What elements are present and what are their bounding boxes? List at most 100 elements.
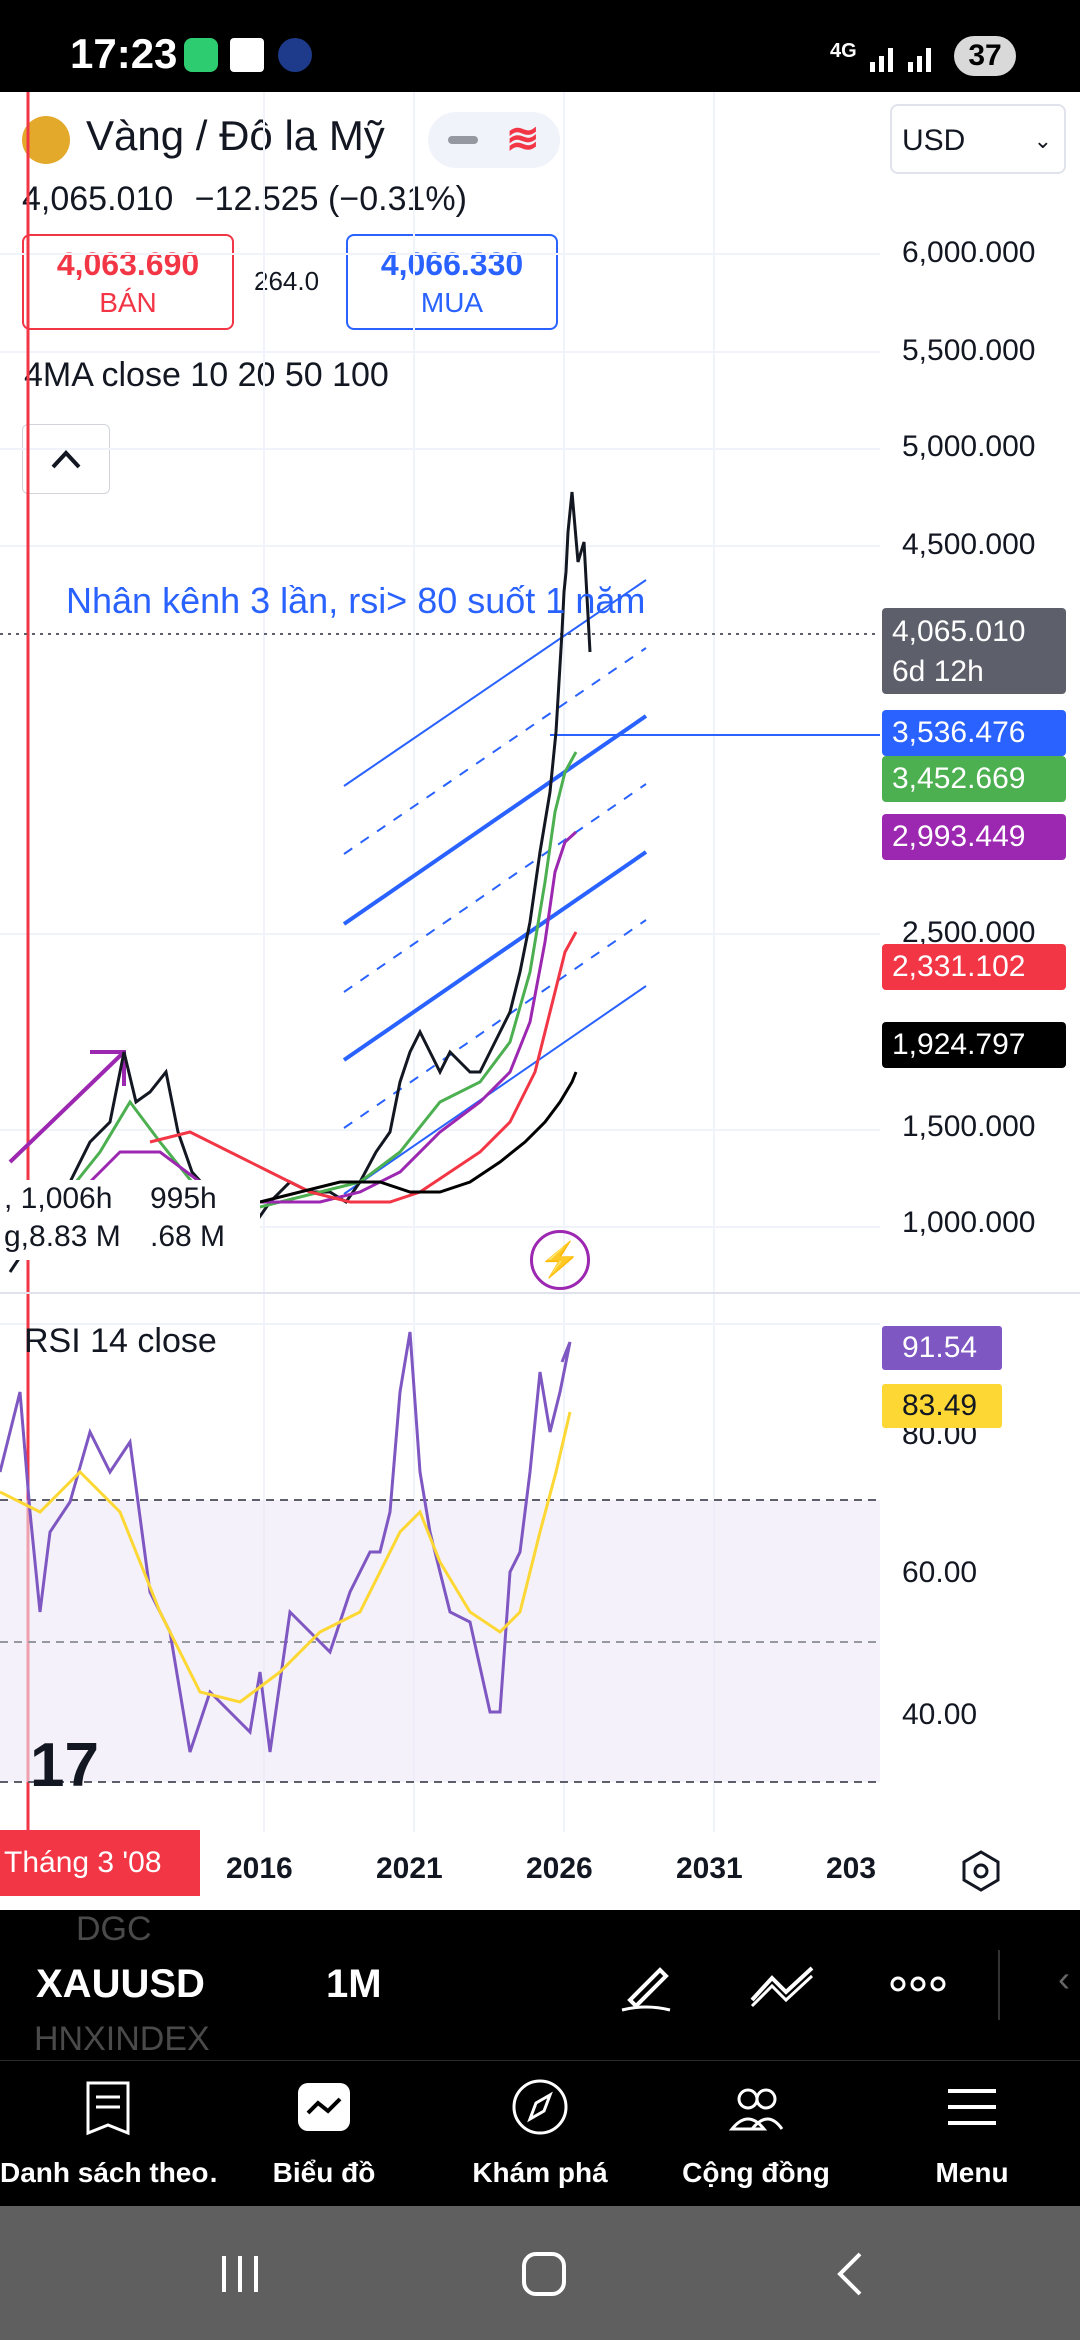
symbol-title[interactable]: Vàng / Đô la Mỹ [86,112,385,159]
calendar-icon [230,38,264,72]
nav-menu[interactable]: Menu [864,2061,1080,2207]
community-icon [728,2088,784,2131]
currency-select[interactable]: USD ⌄ [890,104,1066,174]
wave-icon[interactable]: ≋ [506,117,540,161]
currency-value: USD [902,124,966,157]
price-axis-label: 6,000.000 [902,236,1036,269]
buy-button[interactable]: 4,066.330 MUA [346,234,558,330]
gold-symbol-icon [22,116,70,164]
ray-price-badge: 3,536.476 [882,710,1066,756]
system-navigation-bar [0,2206,1080,2340]
price-axis-label: 1,500.000 [902,1110,1036,1143]
sell-price: 4,063.690 [56,246,200,282]
status-bar: 17:23 4G 37 [0,0,1080,92]
price-axis-label: 1,000.000 [902,1206,1036,1239]
price-change: −12.525 [194,180,319,218]
ma100-line [259,1071,578,1204]
ma20-line [78,830,578,1204]
chart-mode-toggle[interactable]: ≋ [428,112,560,168]
price-line: 4,065.010 −12.525 (−0.31%) [22,180,467,219]
indicators-icon[interactable] [748,1960,818,2010]
crosshair-date-badge: Tháng 3 '08 [0,1830,200,1896]
rsi-indicator-label[interactable]: RSI 14 close [24,1322,217,1360]
menu-icon [948,2089,996,2125]
nav-community[interactable]: Cộng đồng [648,2061,864,2207]
time-axis-label: 2026 [526,1852,593,1885]
price-axis-label: 4,500.000 [902,528,1036,561]
time-axis-label: 2016 [226,1852,293,1885]
network-label: 4G [830,40,857,62]
interval-selector[interactable]: 1M [326,1962,382,2006]
ma10-price-badge: 3,452.669 [882,756,1066,802]
ma-indicator-label[interactable]: 4MA close 10 20 50 100 [24,356,389,394]
nav-label: Menu [935,2157,1009,2188]
price-axis-label: 5,500.000 [902,334,1036,367]
price-candles [8,491,592,1273]
chevron-down-icon: ⌄ [1033,128,1052,153]
minus-icon[interactable] [448,136,478,144]
rsi-axis-label: 40.00 [902,1698,978,1731]
symbol-selector[interactable]: XAUUSD [36,1962,205,2006]
chevron-left-icon[interactable]: ‹ [1058,1958,1070,1999]
toolbar-divider [998,1950,1000,2020]
pane-divider[interactable] [0,1292,1080,1294]
ma100-price-badge: 1,924.797 [882,1022,1066,1068]
app-notification-icon [184,38,218,72]
collapse-legend-button[interactable] [22,424,110,494]
symbol-carousel-next[interactable]: HNXINDEX [34,2020,210,2058]
chart-icon [298,2083,350,2131]
price-axis-label: 2,500.000 [902,916,1036,949]
time-axis-label: 203 [826,1852,877,1885]
tooltip-line: , 1,006h [4,1182,113,1215]
tooltip-line: 995h [150,1182,217,1215]
buy-price: 4,066.330 [380,246,524,282]
chart-settings-icon[interactable] [958,1848,1004,1894]
tooltip-line: .68 M [150,1220,226,1253]
time-axis-label: 2021 [376,1852,443,1885]
sell-button[interactable]: 4,063.690 BÁN [22,234,234,330]
volume-tooltip-right: 995h .68 M [150,1180,260,1260]
ma50-price-badge: 2,331.102 [882,944,1066,990]
ma10-line [58,751,578,1214]
parallel-channel[interactable] [342,579,648,1195]
chevron-up-icon [51,450,81,469]
chart-toolbar: DGC XAUUSD HNXINDEX 1M ‹ [0,1910,1080,2060]
time-axis-label: 2031 [676,1852,743,1885]
tradingview-logo-icon: 17 [30,1731,99,1800]
rsi-axis-label: 60.00 [902,1556,978,1589]
last-price: 4,065.010 [22,180,174,218]
compass-icon [512,2079,568,2135]
pencil-icon[interactable] [616,1954,676,2014]
list-icon [86,2081,130,2136]
rsi-value-badge: 91.54 [882,1326,1002,1370]
lightning-icon[interactable]: ⚡ [530,1230,590,1290]
back-icon[interactable] [830,2250,870,2300]
countdown-label: 6d 12h [892,655,984,688]
nav-explore[interactable]: Khám phá [432,2061,648,2207]
battery-indicator: 37 [954,36,1016,76]
more-options-icon[interactable] [888,1972,948,1996]
mbs-app-icon [278,38,312,72]
nav-chart[interactable]: Biểu đồ [216,2061,432,2207]
bottom-navigation: Danh sách theo… Biểu đồ Khám phá Cộng đồ… [0,2060,1080,2207]
rsi-ma-value-badge: 83.49 [882,1384,1002,1428]
price-chart-canvas[interactable]: 17 [0,92,880,1832]
price-axis-label: 5,000.000 [902,430,1036,463]
recent-apps-icon[interactable] [216,2252,266,2296]
sell-label: BÁN [99,287,157,318]
nav-watchlist[interactable]: Danh sách theo… [0,2061,216,2207]
tooltip-line: g,8.83 M [4,1220,121,1253]
price-change-percent: (−0.31%) [328,180,467,218]
nav-label: Cộng đồng [682,2157,830,2188]
home-icon[interactable] [520,2250,570,2300]
nav-label: Biểu đồ [272,2157,376,2188]
last-price-badge-value: 4,065.010 [892,615,1026,648]
chart-annotation[interactable]: Nhân kênh 3 lần, rsi> 80 suốt 1 năm [66,580,646,621]
symbol-carousel-prev[interactable]: DGC [76,1910,152,1948]
nav-label: Danh sách theo… [0,2157,216,2188]
rsi-ma-line [0,1411,572,1704]
volume-tooltip-left: , 1,006h g,8.83 M [0,1180,150,1260]
buy-label: MUA [420,287,484,318]
nav-label: Khám phá [472,2157,608,2188]
last-price-badge: 4,065.010 6d 12h [882,608,1066,694]
